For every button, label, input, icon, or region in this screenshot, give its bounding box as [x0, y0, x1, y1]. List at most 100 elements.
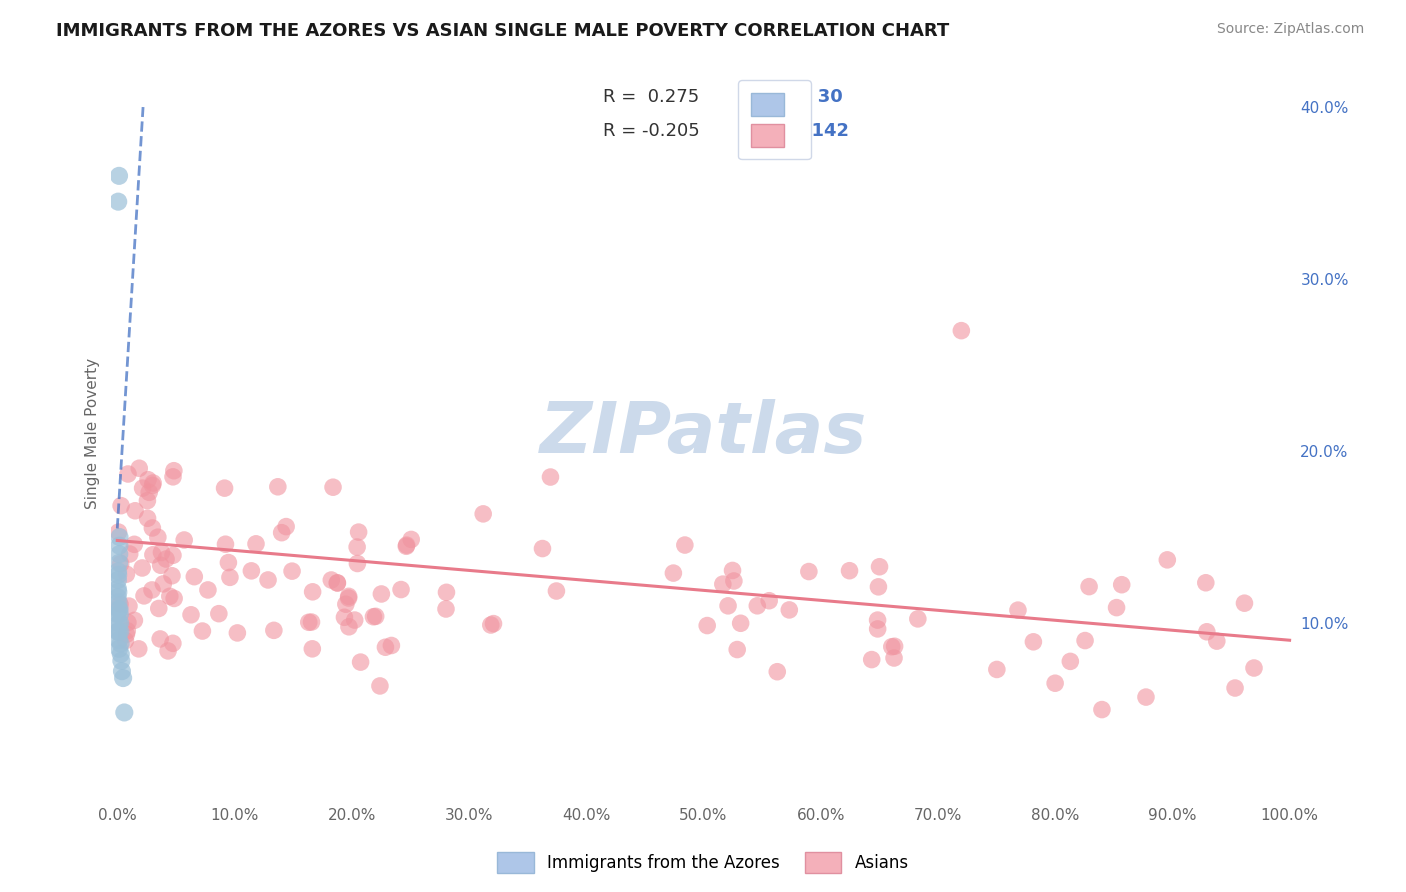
- Point: [110, 654, 132, 668]
- Point: [298, 615, 321, 630]
- Point: [108, 556, 131, 570]
- Point: [107, 615, 129, 630]
- Point: [108, 602, 131, 616]
- Point: [662, 566, 685, 580]
- Point: [337, 590, 360, 604]
- Point: [160, 568, 183, 582]
- Point: [117, 624, 139, 638]
- Point: [108, 539, 131, 553]
- Point: [766, 665, 789, 679]
- Point: [730, 616, 752, 631]
- Point: [337, 591, 360, 605]
- Point: [1205, 634, 1227, 648]
- Point: [838, 564, 860, 578]
- Point: [191, 624, 214, 638]
- Point: [149, 632, 172, 646]
- Point: [1022, 635, 1045, 649]
- Point: [226, 626, 249, 640]
- Point: [173, 533, 195, 547]
- Point: [159, 589, 181, 603]
- Point: [136, 493, 159, 508]
- Point: [115, 627, 138, 641]
- Point: [107, 607, 129, 622]
- Point: [368, 679, 391, 693]
- Point: [162, 549, 184, 563]
- Point: [347, 525, 370, 540]
- Point: [389, 582, 412, 597]
- Point: [107, 567, 129, 582]
- Point: [482, 616, 505, 631]
- Point: [214, 481, 236, 495]
- Point: [124, 504, 146, 518]
- Point: [866, 622, 889, 636]
- Point: [118, 547, 141, 561]
- Point: [346, 540, 368, 554]
- Point: [399, 533, 422, 547]
- Point: [860, 652, 883, 666]
- Point: [364, 609, 387, 624]
- Point: [131, 561, 153, 575]
- Point: [1135, 690, 1157, 704]
- Point: [163, 591, 186, 606]
- Point: [1233, 596, 1256, 610]
- Point: [723, 574, 745, 588]
- Point: [395, 539, 418, 553]
- Point: [162, 636, 184, 650]
- Point: [673, 538, 696, 552]
- Point: [108, 641, 131, 656]
- Point: [107, 591, 129, 605]
- Point: [110, 499, 132, 513]
- Point: [1105, 600, 1128, 615]
- Point: [1043, 676, 1066, 690]
- Point: [363, 609, 385, 624]
- Point: [162, 470, 184, 484]
- Text: N = 142: N = 142: [769, 121, 849, 140]
- Point: [986, 663, 1008, 677]
- Text: ZIPatlas: ZIPatlas: [540, 400, 868, 468]
- Point: [540, 470, 562, 484]
- Point: [107, 582, 129, 596]
- Point: [155, 552, 177, 566]
- Point: [112, 671, 135, 685]
- Text: IMMIGRANTS FROM THE AZORES VS ASIAN SINGLE MALE POVERTY CORRELATION CHART: IMMIGRANTS FROM THE AZORES VS ASIAN SING…: [56, 22, 949, 40]
- Point: [112, 706, 135, 720]
- Point: [107, 194, 129, 209]
- Point: [107, 565, 129, 579]
- Point: [436, 585, 458, 599]
- Point: [183, 569, 205, 583]
- Y-axis label: Single Male Poverty: Single Male Poverty: [86, 359, 100, 509]
- Point: [208, 607, 231, 621]
- Point: [263, 624, 285, 638]
- Point: [107, 585, 129, 599]
- Point: [479, 618, 502, 632]
- Point: [150, 545, 173, 559]
- Point: [301, 615, 323, 629]
- Point: [374, 640, 396, 655]
- Text: R = -0.205: R = -0.205: [603, 121, 700, 140]
- Point: [245, 537, 267, 551]
- Point: [276, 519, 298, 533]
- Point: [197, 582, 219, 597]
- Point: [725, 642, 748, 657]
- Point: [343, 613, 366, 627]
- Point: [142, 548, 165, 562]
- Point: [117, 467, 139, 481]
- Point: [141, 521, 163, 535]
- Point: [131, 481, 153, 495]
- Point: [321, 573, 343, 587]
- Point: [163, 464, 186, 478]
- Point: [149, 558, 172, 573]
- Point: [136, 473, 159, 487]
- Point: [883, 640, 905, 654]
- Point: [107, 624, 129, 639]
- Point: [868, 580, 890, 594]
- Point: [132, 589, 155, 603]
- Point: [214, 537, 236, 551]
- Point: [1223, 681, 1246, 695]
- Point: [333, 610, 356, 624]
- Point: [240, 564, 263, 578]
- Point: [108, 547, 131, 561]
- Point: [472, 507, 495, 521]
- Point: [1091, 702, 1114, 716]
- Point: [108, 169, 131, 183]
